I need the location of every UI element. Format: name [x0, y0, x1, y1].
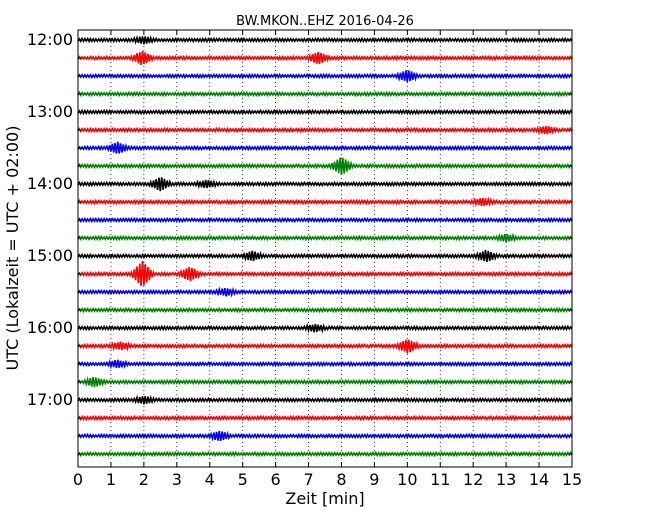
- x-tick-label: 3: [172, 470, 182, 489]
- trace-1500: [77, 249, 573, 262]
- x-axis: 0 1 2 3 4 5 6 7 8 9 10 11 12 13 14 15: [73, 30, 582, 489]
- x-tick-label: 1: [106, 470, 116, 489]
- trace-1700: [77, 394, 573, 405]
- trace-1630: [77, 358, 573, 370]
- x-tick-label: 15: [562, 470, 582, 489]
- y-tick-label: 16:00: [27, 318, 73, 337]
- trace-1715: [77, 414, 573, 422]
- trace-1530: [77, 286, 573, 298]
- trace-1345: [77, 157, 573, 176]
- x-tick-label: 6: [271, 470, 281, 489]
- trace-1215: [77, 50, 573, 65]
- y-axis: 12:00 13:00 14:00 15:00 16:00 17:00: [27, 30, 572, 455]
- x-tick-label: 7: [303, 470, 313, 489]
- y-tick-label: 13:00: [27, 102, 73, 121]
- x-tick-label: 0: [73, 470, 83, 489]
- trace-1745: [77, 450, 573, 458]
- trace-1415: [77, 196, 573, 208]
- trace-1730: [77, 430, 573, 442]
- trace-1645: [77, 376, 573, 388]
- trace-1445: [77, 232, 573, 243]
- y-axis-label: UTC (Lokalzeit = UTC + 02:00): [3, 126, 22, 371]
- trace-1545: [77, 306, 573, 314]
- x-tick-label: 12: [463, 470, 483, 489]
- trace-1245: [77, 90, 573, 98]
- x-tick-label: 14: [529, 470, 549, 489]
- plot-frame: [77, 29, 573, 468]
- trace-1430: [77, 216, 573, 224]
- grid-layer: [110, 30, 540, 467]
- trace-1300: [77, 108, 573, 116]
- y-tick-label: 15:00: [27, 246, 73, 265]
- chart-title: BW.MKON..EHZ 2016-04-26: [236, 14, 414, 29]
- y-tick-label: 17:00: [27, 390, 73, 409]
- x-tick-label: 2: [139, 470, 149, 489]
- trace-1515: [77, 260, 573, 287]
- x-tick-label: 4: [205, 470, 215, 489]
- trace-1200: [77, 34, 573, 45]
- x-tick-label: 8: [336, 470, 346, 489]
- trace-1615: [77, 339, 573, 354]
- y-tick-label: 12:00: [27, 30, 73, 49]
- trace-1400: [77, 177, 573, 192]
- x-axis-label: Zeit [min]: [285, 489, 364, 508]
- y-tick-label: 14:00: [27, 174, 73, 193]
- x-tick-label: 10: [397, 470, 417, 489]
- trace-1315: [77, 125, 573, 136]
- x-tick-label: 5: [238, 470, 248, 489]
- x-tick-label: 11: [430, 470, 450, 489]
- x-tick-label: 13: [496, 470, 516, 489]
- trace-1230: [77, 70, 573, 83]
- traces-layer: [77, 34, 573, 458]
- trace-1600: [77, 322, 573, 334]
- x-tick-label: 9: [369, 470, 379, 489]
- trace-1330: [77, 141, 573, 154]
